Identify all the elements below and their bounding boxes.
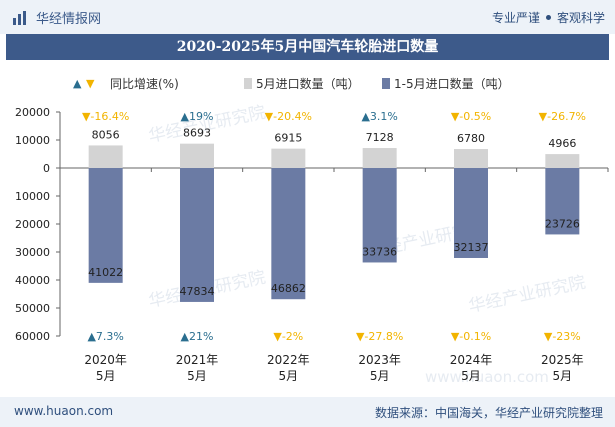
growth-label-may: ▲3.1% bbox=[361, 110, 397, 123]
growth-label-may: ▼-20.4% bbox=[265, 110, 312, 123]
data-label-may: 6780 bbox=[457, 132, 485, 145]
y-tick-label: 0 bbox=[43, 162, 50, 175]
data-label-cumulative: 47834 bbox=[180, 285, 215, 298]
watermark-url: www.huaon.com bbox=[425, 368, 549, 386]
tagline: 专业严谨 客观科学 bbox=[492, 9, 605, 26]
category-label-year: 2020年 bbox=[84, 353, 127, 367]
growth-label-cumulative: ▼-0.1% bbox=[451, 330, 491, 343]
data-label-may: 6915 bbox=[274, 132, 302, 145]
growth-label-may: ▼-26.7% bbox=[539, 110, 586, 123]
legend-down-marker: ▼ bbox=[86, 77, 95, 90]
bar-may bbox=[545, 154, 580, 168]
dot-icon bbox=[545, 15, 551, 20]
legend-up-marker: ▲ bbox=[73, 77, 82, 90]
bar-may bbox=[362, 148, 397, 168]
growth-label-cumulative: ▲7.3% bbox=[87, 330, 123, 343]
bar-cumulative bbox=[454, 168, 488, 258]
data-label-cumulative: 32137 bbox=[454, 241, 489, 254]
logo-icon bbox=[13, 10, 26, 25]
bar-cumulative bbox=[271, 168, 306, 300]
chart-title: 2020-2025年5月中国汽车轮胎进口数量 bbox=[176, 39, 439, 55]
data-label-cumulative: 46862 bbox=[271, 282, 306, 295]
category-label-month: 5月 bbox=[187, 369, 207, 383]
category-label-month: 5月 bbox=[279, 369, 299, 383]
growth-label-cumulative: ▼-23% bbox=[544, 330, 581, 343]
brand-name: 华经情报网 bbox=[36, 12, 102, 27]
y-tick-label: 10000 bbox=[15, 134, 50, 147]
chart: 华经产业研究院华经产业研究院华经产业研究院华经产业研究院www.huaon.co… bbox=[15, 76, 609, 386]
y-tick-label: 20000 bbox=[15, 218, 50, 231]
growth-label-may: ▲19% bbox=[181, 110, 214, 123]
bar-may bbox=[180, 143, 214, 168]
category-label-year: 2024年 bbox=[450, 353, 493, 367]
legend-swatch-cumulative bbox=[382, 78, 390, 89]
growth-label-cumulative: ▲21% bbox=[181, 330, 214, 343]
growth-label-may: ▼-0.5% bbox=[451, 110, 491, 123]
tagline-left: 专业严谨 bbox=[491, 11, 540, 25]
data-label-may: 4966 bbox=[548, 137, 576, 150]
category-label-year: 2022年 bbox=[267, 353, 310, 367]
footer-source: 数据来源：中国海关，华经产业研究院整理 bbox=[374, 406, 603, 420]
y-tick-label: 10000 bbox=[15, 190, 50, 203]
legend-swatch-may bbox=[244, 78, 252, 89]
bar-may bbox=[271, 148, 306, 168]
category-label-month: 5月 bbox=[553, 369, 573, 383]
title-bar: 2020-2025年5月中国汽车轮胎进口数量 bbox=[6, 34, 609, 60]
footer-bar: www.huaon.com 数据来源：中国海关，华经产业研究院整理 bbox=[0, 397, 615, 427]
growth-label-cumulative: ▼-27.8% bbox=[356, 330, 403, 343]
data-label-cumulative: 33736 bbox=[362, 245, 397, 258]
growth-label-may: ▼-16.4% bbox=[82, 110, 129, 123]
y-tick-label: 50000 bbox=[15, 302, 50, 315]
watermark-text: 华经产业研究院 bbox=[467, 273, 588, 317]
bar-cumulative bbox=[362, 168, 397, 263]
legend-label-may: 5月进口数量（吨） bbox=[256, 76, 360, 91]
legend-label-cumulative: 1-5月进口数量（吨） bbox=[394, 76, 510, 91]
y-tick-label: 60000 bbox=[15, 330, 50, 343]
y-tick-label: 30000 bbox=[15, 246, 50, 259]
bar-may bbox=[88, 145, 123, 168]
y-tick-label: 20000 bbox=[15, 106, 50, 119]
legend-growth-label: 同比增速(%) bbox=[110, 77, 179, 91]
category-label-month: 5月 bbox=[96, 369, 116, 383]
category-label-year: 2021年 bbox=[176, 353, 219, 367]
bar-cumulative bbox=[180, 168, 214, 302]
category-label-month: 5月 bbox=[461, 369, 481, 383]
bar-cumulative bbox=[545, 168, 580, 235]
brand[interactable]: 华经情报网 bbox=[12, 8, 101, 27]
category-label-year: 2023年 bbox=[358, 353, 401, 367]
growth-label-cumulative: ▼-2% bbox=[273, 330, 303, 343]
y-tick-label: 40000 bbox=[15, 274, 50, 287]
data-label-may: 7128 bbox=[366, 131, 394, 144]
category-label-year: 2025年 bbox=[541, 353, 584, 367]
data-label-may: 8693 bbox=[183, 127, 211, 140]
header-bar: 华经情报网 专业严谨 客观科学 bbox=[0, 0, 615, 34]
bar-cumulative bbox=[88, 168, 123, 283]
tagline-right: 客观科学 bbox=[556, 11, 605, 25]
data-label-cumulative: 41022 bbox=[88, 266, 123, 279]
data-label-cumulative: 23726 bbox=[545, 217, 580, 230]
footer-url[interactable]: www.huaon.com bbox=[14, 404, 114, 418]
bar-may bbox=[454, 149, 488, 168]
category-label-month: 5月 bbox=[370, 369, 390, 383]
data-label-may: 8056 bbox=[92, 128, 120, 141]
